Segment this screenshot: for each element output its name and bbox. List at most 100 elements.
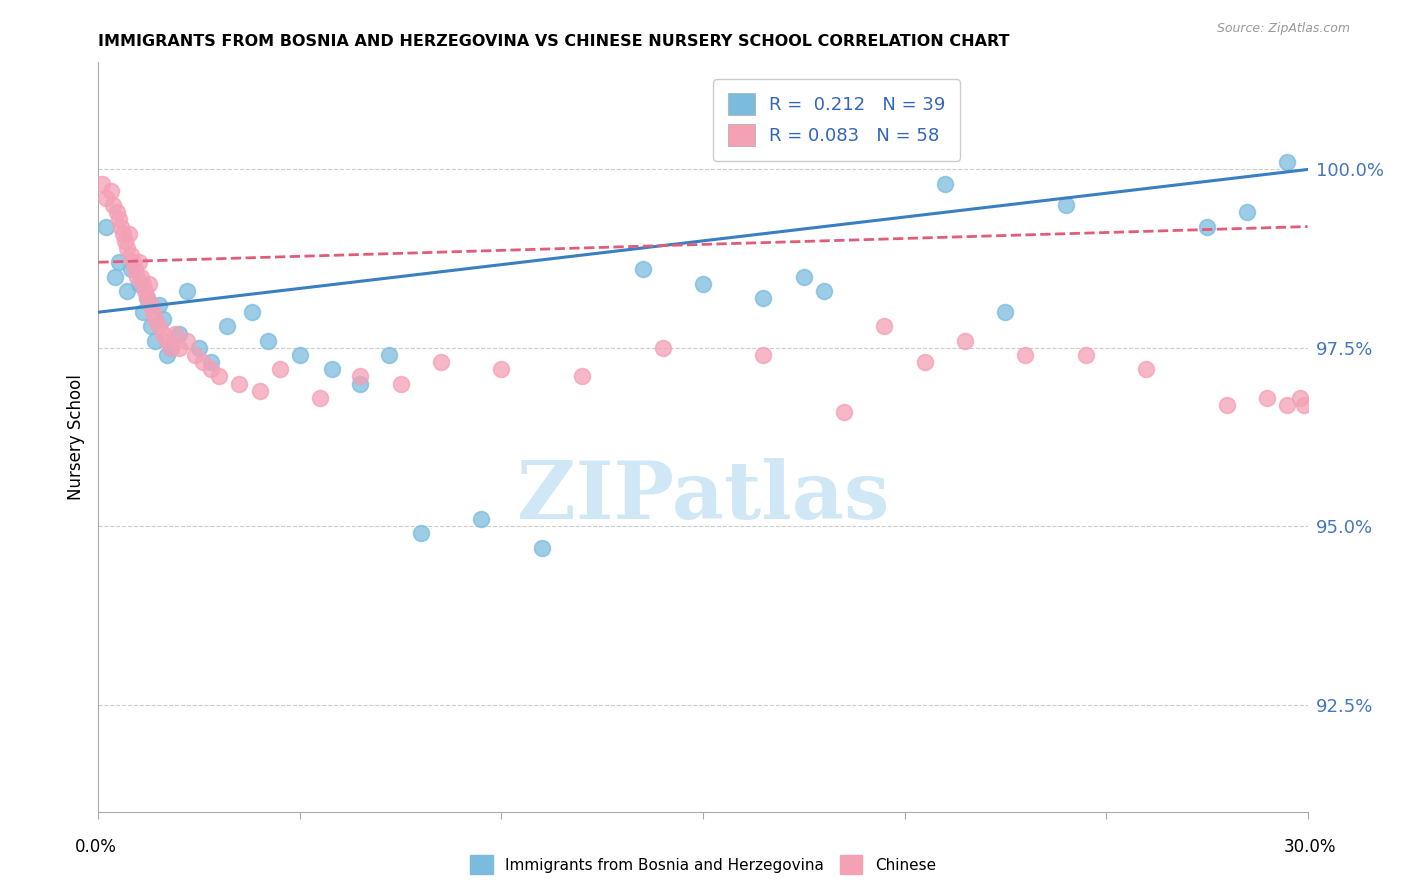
Point — [163, 326, 186, 341]
Point — [139, 319, 162, 334]
Point — [124, 262, 146, 277]
Point — [571, 369, 593, 384]
Point — [143, 334, 166, 348]
Point — [409, 526, 432, 541]
Point — [1135, 362, 1157, 376]
Point — [1288, 391, 1310, 405]
Point — [148, 298, 170, 312]
Point — [240, 305, 263, 319]
Point — [1216, 398, 1239, 412]
Point — [349, 376, 371, 391]
Point — [752, 348, 775, 362]
Point — [1054, 198, 1077, 212]
Point — [200, 355, 222, 369]
Point — [135, 291, 157, 305]
Point — [132, 305, 155, 319]
Point — [100, 184, 122, 198]
Point — [156, 334, 179, 348]
Point — [148, 319, 170, 334]
Text: IMMIGRANTS FROM BOSNIA AND HERZEGOVINA VS CHINESE NURSERY SCHOOL CORRELATION CHA: IMMIGRANTS FROM BOSNIA AND HERZEGOVINA V… — [98, 34, 1010, 49]
Point — [115, 284, 138, 298]
Point — [111, 227, 134, 241]
Point — [470, 512, 492, 526]
Point — [128, 277, 150, 291]
Point — [208, 369, 231, 384]
Text: 0.0%: 0.0% — [75, 838, 117, 855]
Point — [129, 269, 152, 284]
Point — [115, 241, 138, 255]
Point — [96, 219, 118, 234]
Point — [752, 291, 775, 305]
Point — [692, 277, 714, 291]
Point — [1277, 398, 1299, 412]
Point — [160, 341, 183, 355]
Point — [631, 262, 654, 277]
Text: 30.0%: 30.0% — [1284, 838, 1337, 855]
Point — [349, 369, 371, 384]
Text: Source: ZipAtlas.com: Source: ZipAtlas.com — [1216, 22, 1350, 36]
Point — [994, 305, 1017, 319]
Point — [389, 376, 412, 391]
Point — [491, 362, 513, 376]
Point — [200, 362, 222, 376]
Point — [1292, 398, 1315, 412]
Point — [142, 305, 165, 319]
Point — [934, 177, 956, 191]
Point — [138, 277, 160, 291]
Point — [793, 269, 815, 284]
Point — [377, 348, 399, 362]
Point — [101, 198, 124, 212]
Point — [152, 312, 174, 326]
Point — [1277, 155, 1299, 169]
Point — [156, 348, 179, 362]
Point — [143, 312, 166, 326]
Point — [139, 298, 162, 312]
Point — [120, 262, 142, 277]
Point — [176, 284, 198, 298]
Point — [176, 334, 198, 348]
Point — [160, 341, 183, 355]
Point — [1256, 391, 1278, 405]
Point — [321, 362, 343, 376]
Point — [105, 205, 128, 219]
Point — [813, 284, 835, 298]
Point — [167, 326, 190, 341]
Point — [217, 319, 239, 334]
Point — [309, 391, 332, 405]
Point — [91, 177, 114, 191]
Point — [107, 212, 129, 227]
Point — [288, 348, 311, 362]
Point — [1195, 219, 1218, 234]
Point — [128, 255, 150, 269]
Point — [873, 319, 896, 334]
Point — [132, 277, 155, 291]
Y-axis label: Nursery School: Nursery School — [66, 374, 84, 500]
Point — [914, 355, 936, 369]
Point — [167, 341, 190, 355]
Legend: R =  0.212   N = 39, R = 0.083   N = 58: R = 0.212 N = 39, R = 0.083 N = 58 — [713, 79, 960, 161]
Point — [530, 541, 553, 555]
Point — [953, 334, 976, 348]
Point — [1014, 348, 1036, 362]
Legend: Immigrants from Bosnia and Herzegovina, Chinese: Immigrants from Bosnia and Herzegovina, … — [464, 849, 942, 880]
Point — [152, 326, 174, 341]
Point — [96, 191, 118, 205]
Point — [651, 341, 673, 355]
Point — [430, 355, 453, 369]
Point — [256, 334, 278, 348]
Text: ZIPatlas: ZIPatlas — [517, 458, 889, 536]
Point — [134, 284, 156, 298]
Point — [121, 255, 143, 269]
Point — [1236, 205, 1258, 219]
Point — [269, 362, 291, 376]
Point — [228, 376, 250, 391]
Point — [184, 348, 207, 362]
Point — [125, 269, 148, 284]
Point — [120, 248, 142, 262]
Point — [114, 234, 136, 248]
Point — [1074, 348, 1097, 362]
Point — [107, 255, 129, 269]
Point — [249, 384, 271, 398]
Point — [118, 227, 141, 241]
Point — [103, 269, 125, 284]
